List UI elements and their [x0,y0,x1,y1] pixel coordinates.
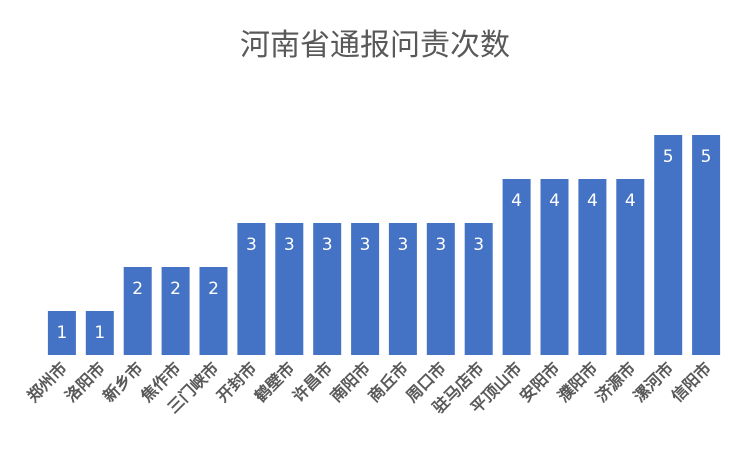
data-label-驻马店市: 3 [473,235,484,255]
x-tick-label-安阳市: 安阳市 [516,358,563,405]
bar-信阳市 [692,135,721,355]
x-tick-labels-group: 郑州市洛阳市新乡市焦作市三门峡市开封市鹤壁市许昌市南阳市商丘市周口市驻马店市平顶… [23,358,715,417]
bar-安阳市 [540,179,569,355]
x-tick-label-郑州市: 郑州市 [23,358,70,405]
data-label-新乡市: 2 [132,279,143,299]
bar-洛阳市 [85,311,114,355]
data-labels-group: 1 1 2 2 2 3 3 3 3 3 3 3 4 4 4 4 5 5 [56,147,711,343]
data-label-鹤壁市: 3 [284,235,295,255]
x-tick-label-商丘市: 商丘市 [364,358,411,405]
data-label-信阳市: 5 [701,147,712,167]
data-label-开封市: 3 [246,235,257,255]
bar-许昌市 [313,223,342,355]
bars-group [47,135,721,355]
x-tick-label-南阳市: 南阳市 [327,358,374,405]
bar-南阳市 [351,223,380,355]
x-tick-label-济源市: 济源市 [592,358,639,405]
data-label-南阳市: 3 [360,235,371,255]
x-tick-label-濮阳市: 濮阳市 [554,358,601,405]
chart-title: 河南省通报问责次数 [240,28,510,63]
data-label-周口市: 3 [435,235,446,255]
data-label-漯河市: 5 [663,147,674,167]
data-label-濮阳市: 4 [587,191,598,211]
x-tick-label-新乡市: 新乡市 [99,358,146,405]
x-tick-label-鹤壁市: 鹤壁市 [251,358,298,405]
bar-漯河市 [654,135,683,355]
data-label-许昌市: 3 [322,235,333,255]
data-label-三门峡市: 2 [208,279,219,299]
bar-焦作市 [161,267,190,355]
x-tick-label-信阳市: 信阳市 [668,358,715,405]
bar-濮阳市 [578,179,607,355]
bar-新乡市 [123,267,152,355]
data-label-济源市: 4 [625,191,636,211]
data-label-商丘市: 3 [397,235,408,255]
data-label-安阳市: 4 [549,191,560,211]
bar-三门峡市 [199,267,228,355]
data-label-焦作市: 2 [170,279,181,299]
bar-平顶山市 [502,179,531,355]
x-tick-label-洛阳市: 洛阳市 [61,358,108,405]
data-label-平顶山市: 4 [511,191,522,211]
bar-驻马店市 [464,223,493,355]
data-label-洛阳市: 1 [94,323,105,343]
bar-商丘市 [388,223,417,355]
bar-开封市 [237,223,266,355]
x-tick-label-漯河市: 漯河市 [630,358,677,405]
x-tick-label-开封市: 开封市 [213,358,260,405]
bar-周口市 [426,223,455,355]
bar-鹤壁市 [275,223,304,355]
bar-郑州市 [47,311,76,355]
bar-济源市 [616,179,645,355]
data-label-郑州市: 1 [56,323,67,343]
x-tick-label-许昌市: 许昌市 [289,358,336,405]
